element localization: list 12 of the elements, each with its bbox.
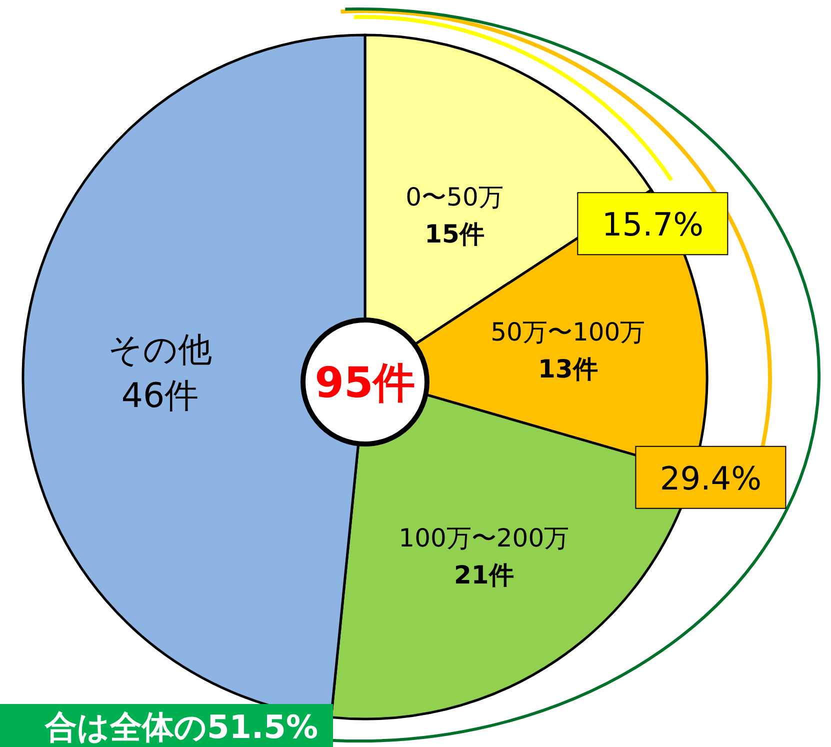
data-label: 13件 [538,354,598,384]
slice-label: 0〜50万 [406,182,504,212]
data-label: 46件 [121,376,199,416]
slice-label: 50万〜100万 [490,318,646,347]
text: 15.7% [602,206,704,244]
slice-label: 100万〜200万 [398,524,570,553]
data-label: 21件 [454,560,514,590]
slice-label: その他 [108,330,212,370]
data-label: 15件 [424,220,484,249]
text: 合は全体の51.5% [44,708,318,746]
text: 29.4% [660,459,762,498]
text: 95件 [314,358,416,407]
